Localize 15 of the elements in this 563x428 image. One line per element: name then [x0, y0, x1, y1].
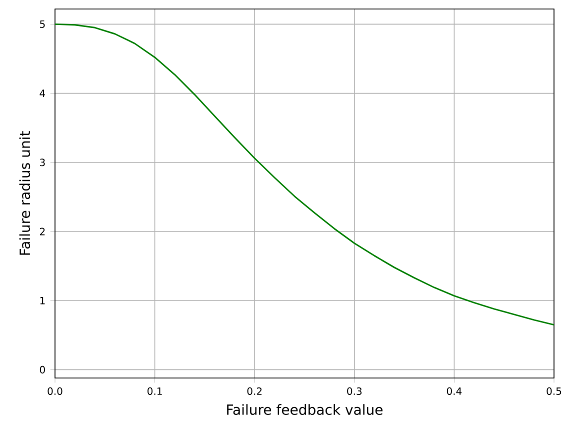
y-tick-label: 3 — [40, 158, 45, 166]
x-tick-label: 0.5 — [546, 387, 562, 395]
x-axis-title: Failure feedback value — [227, 404, 383, 415]
y-tick-label: 1 — [40, 296, 45, 304]
y-tick-label: 2 — [40, 228, 45, 236]
x-tick-label: 0.4 — [446, 387, 462, 395]
y-tick-label: 5 — [40, 20, 45, 28]
y-tick-label: 0 — [40, 366, 45, 374]
x-tick-label: 0.0 — [48, 387, 62, 395]
line-series — [55, 23, 554, 326]
x-tick-label: 0.3 — [347, 387, 362, 395]
y-axis-title: Failure radius unit — [19, 131, 30, 255]
x-tick-label: 0.2 — [247, 387, 262, 395]
x-tick-label: 0.1 — [148, 387, 162, 395]
y-tick-label: 4 — [40, 90, 46, 97]
